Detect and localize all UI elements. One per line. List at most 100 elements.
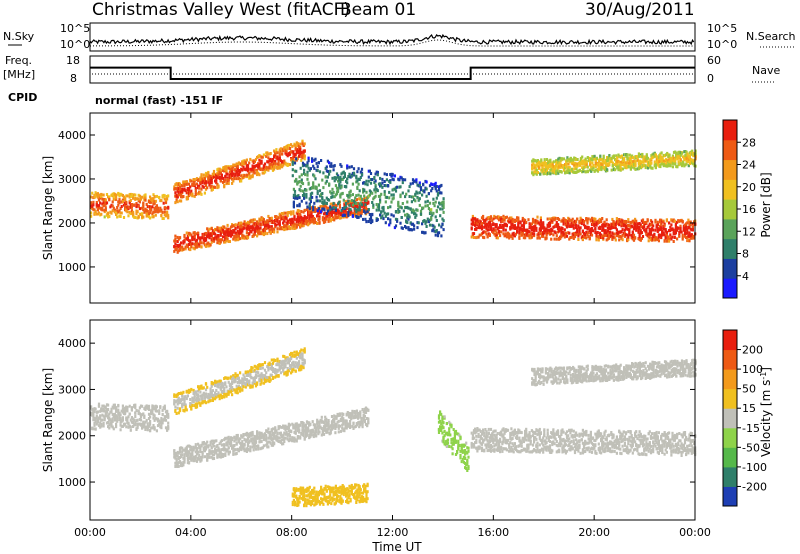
heatmap-cell [267,166,270,170]
heatmap-cell [433,204,436,208]
heatmap-cell [185,231,188,235]
heatmap-cell [365,190,368,194]
heatmap-cell [408,185,411,189]
heatmap-cell [115,193,118,197]
heatmap-cell [346,164,349,168]
heatmap-cell [605,234,608,238]
heatmap-cell [120,211,123,215]
heatmap-cell [548,217,552,221]
heatmap-cell [596,220,599,223]
heatmap-cell [422,189,425,193]
heatmap-cell [283,228,286,232]
heatmap-cell [691,222,694,226]
heatmap-cell [593,154,596,158]
heatmap-cell [211,187,214,191]
heatmap-cell [308,207,311,211]
heatmap-cell [209,175,212,178]
heatmap-cell [232,230,235,234]
heatmap-cell [472,232,476,236]
heatmap-cell [598,167,601,171]
heatmap-cell [603,161,606,165]
heatmap-cell [308,212,311,216]
heatmap-cell [648,232,651,236]
heatmap-cell [436,205,440,209]
heatmap-cell [686,231,689,235]
heatmap-cell [132,196,135,200]
heatmap-cell [237,237,240,241]
heatmap-cell [474,217,477,221]
heatmap-cell [267,223,270,227]
heatmap-cell [225,165,228,169]
heatmap-cell [348,195,351,199]
heatmap-cell [506,232,510,236]
heatmap-cell [155,204,158,208]
heatmap-cell [154,408,157,412]
heatmap-cell [489,227,493,231]
heatmap-cell [132,421,135,425]
heatmap-cell [626,237,629,241]
heatmap-cell [130,416,133,419]
heatmap-cell [384,221,387,225]
heatmap-cell [562,219,565,223]
heatmap-cell [199,191,202,195]
heatmap-cell [559,165,562,169]
heatmap-cell [204,171,208,175]
heatmap-cell [640,231,643,235]
heatmap-cell [426,204,429,208]
heatmap-cell [681,235,684,239]
heatmap-cell [531,171,534,175]
heatmap-cell [400,206,403,210]
heatmap-cell [573,163,576,167]
heatmap-cell [111,417,114,421]
heatmap-cell [666,235,670,239]
heatmap-cell [630,220,633,224]
heatmap-cell [300,181,303,184]
heatmap-cell [245,231,248,235]
heatmap-cell [202,238,205,242]
heatmap-cell [389,179,392,183]
heatmap-cell [125,200,128,204]
heatmap-cell [146,428,149,432]
heatmap-cell [192,388,195,392]
heatmap-cell [407,189,410,193]
heatmap-cell [640,166,643,170]
heatmap-cell [286,164,289,167]
heatmap-cell [323,208,326,212]
heatmap-cell [241,163,244,167]
heatmap-cell [243,222,246,226]
heatmap-cell [291,174,294,178]
heatmap-cell [539,224,542,228]
heatmap-cell [345,185,348,189]
heatmap-cell [181,394,184,398]
heatmap-cell [340,177,343,181]
heatmap-cell [173,187,176,191]
heatmap-cell [671,235,674,239]
heatmap-cell [393,226,396,230]
heatmap-cell [307,156,310,160]
heatmap-cell [638,232,641,236]
heatmap-cell [141,215,144,219]
heatmap-cell [546,228,549,232]
heatmap-cell [636,167,639,171]
heatmap-cell [628,233,631,237]
heatmap-cell [176,240,179,243]
heatmap-cell [160,208,163,212]
heatmap-cell [338,200,341,204]
heatmap-cell [646,166,650,170]
heatmap-cell [117,203,120,207]
heatmap-cell [558,218,561,222]
heatmap-cell [476,221,479,225]
heatmap-cell [413,198,416,202]
heatmap-cell [653,233,656,237]
heatmap-cell [639,223,642,227]
heatmap-cell [321,192,324,195]
heatmap-cell [299,213,302,217]
heatmap-cell [564,231,567,235]
heatmap-cell [193,404,196,408]
heatmap-cell [688,221,691,225]
heatmap-cell [357,215,360,219]
heatmap-cell [435,229,438,232]
heatmap-cell [315,161,318,165]
heatmap-cell [522,218,525,222]
heatmap-cell [194,186,197,190]
